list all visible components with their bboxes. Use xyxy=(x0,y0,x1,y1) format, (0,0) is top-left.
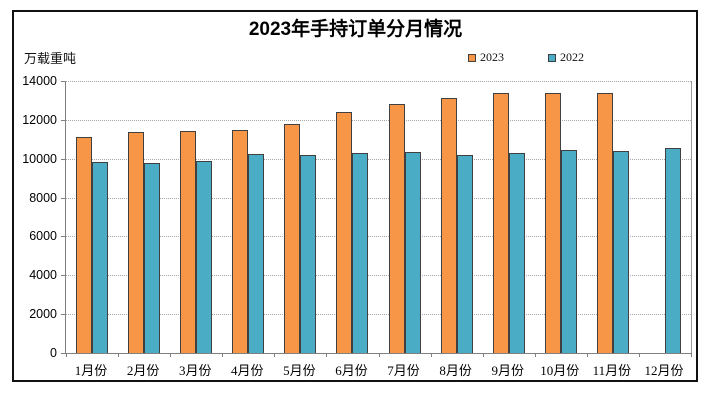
gridline-10000 xyxy=(66,158,691,160)
bar-2023-7月份 xyxy=(388,104,405,353)
y-tick-label-8000: 8000 xyxy=(29,190,57,205)
bar-2022-7月份 xyxy=(404,151,421,353)
x-tick-label-1月份: 1月份 xyxy=(74,363,108,378)
x-axis-tick xyxy=(586,353,588,357)
x-tick-label-7月份: 7月份 xyxy=(387,363,420,378)
bar-2022-6月份 xyxy=(352,153,369,353)
y-axis-tick xyxy=(61,81,65,82)
legend-label-2022: 2022 xyxy=(560,50,584,64)
gridline-4000 xyxy=(66,275,691,277)
x-tick-label-11月份: 11月份 xyxy=(592,363,632,378)
bar-2023-6月份 xyxy=(336,112,353,353)
bar-2022-10月份 xyxy=(560,149,577,353)
y-axis-tick xyxy=(61,275,65,277)
y-tick-label-14000: 14000 xyxy=(22,74,57,88)
bar-2023-2月份 xyxy=(128,132,145,353)
bar-2022-4月份 xyxy=(248,153,265,353)
bar-2022-5月份 xyxy=(300,154,317,353)
gridline-2000 xyxy=(66,314,691,316)
gridline-12000 xyxy=(66,119,691,121)
x-axis-tick xyxy=(118,353,120,357)
x-tick-label-9月份: 9月份 xyxy=(491,363,524,378)
bar-2022-11月份 xyxy=(612,150,629,353)
bar-2023-11月份 xyxy=(596,92,613,353)
bar-2023-1月份 xyxy=(76,137,93,353)
y-axis-tick xyxy=(61,353,65,354)
x-axis-tick xyxy=(66,353,67,357)
y-tick-label-2000: 2000 xyxy=(29,307,57,322)
legend-item-2022: 2022 xyxy=(548,50,584,65)
y-axis-tick xyxy=(61,314,65,316)
gridline-14000 xyxy=(66,81,691,82)
x-axis-tick xyxy=(534,353,536,357)
x-tick-label-4月份: 4月份 xyxy=(231,363,264,378)
bar-2022-1月份 xyxy=(92,162,109,353)
plot-area xyxy=(61,81,692,357)
legend-item-2023: 2023 xyxy=(468,50,504,65)
y-tick-label-6000: 6000 xyxy=(29,229,57,244)
y-tick-label-0: 0 xyxy=(50,346,57,360)
bar-2023-9月份 xyxy=(492,92,509,353)
x-tick-label-5月份: 5月份 xyxy=(283,363,316,378)
bar-2022-8月份 xyxy=(456,155,473,353)
y-axis-tick xyxy=(61,236,65,238)
x-axis-tick xyxy=(691,353,692,357)
x-axis-tick xyxy=(378,353,380,357)
x-tick-label-6月份: 6月份 xyxy=(335,363,368,378)
bar-2023-8月份 xyxy=(440,97,457,353)
x-tick-label-8月份: 8月份 xyxy=(439,363,472,378)
bar-2023-5月份 xyxy=(284,123,301,353)
x-tick-label-3月份: 3月份 xyxy=(178,363,212,378)
y-axis-tick xyxy=(61,158,65,160)
x-tick-label-10月份: 10月份 xyxy=(540,363,580,378)
x-axis-tick xyxy=(274,353,276,357)
y-tick-label-10000: 10000 xyxy=(22,151,57,166)
legend: 2023 2022 xyxy=(468,50,584,65)
bar-2022-3月份 xyxy=(196,160,213,353)
y-tick-label-4000: 4000 xyxy=(29,268,57,283)
legend-swatch-2023-icon xyxy=(468,53,476,62)
x-axis-tick xyxy=(430,353,432,357)
x-tick-label-12月份: 12月份 xyxy=(644,363,684,378)
chart-title: 2023年手持订单分月情况 xyxy=(248,19,463,40)
y-tick-label-12000: 12000 xyxy=(22,112,57,127)
legend-swatch-2022-icon xyxy=(548,53,556,62)
bar-2022-9月份 xyxy=(508,153,525,353)
x-tick-label-2月份: 2月份 xyxy=(126,363,160,378)
y-axis-unit-label: 万载重吨 xyxy=(24,51,77,66)
x-axis-tick xyxy=(170,353,172,357)
bar-2022-2月份 xyxy=(144,162,161,353)
bar-2023-3月份 xyxy=(180,130,197,353)
bar-2023-4月份 xyxy=(232,129,249,353)
x-axis-tick xyxy=(482,353,484,357)
bar-2023-10月份 xyxy=(544,92,561,353)
y-axis-tick xyxy=(61,197,65,199)
y-axis-tick xyxy=(61,119,65,121)
x-axis-tick xyxy=(222,353,224,357)
x-axis-tick xyxy=(638,353,640,357)
gridline-8000 xyxy=(66,197,691,199)
legend-label-2023: 2023 xyxy=(480,50,504,64)
bar-2022-12月份 xyxy=(664,148,681,353)
gridline-6000 xyxy=(66,236,691,238)
x-axis-tick xyxy=(326,353,328,357)
